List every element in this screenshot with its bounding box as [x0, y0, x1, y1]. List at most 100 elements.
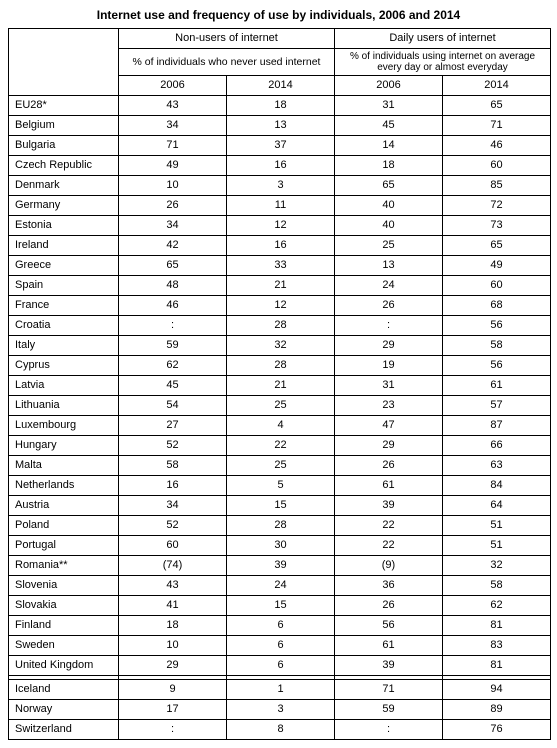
- country-cell: Czech Republic: [9, 156, 119, 176]
- value-cell: 36: [335, 576, 443, 596]
- value-cell: 10: [119, 176, 227, 196]
- value-cell: 89: [443, 700, 551, 720]
- value-cell: 32: [227, 336, 335, 356]
- value-cell: 25: [335, 236, 443, 256]
- table-row: Luxembourg2744787: [9, 416, 551, 436]
- value-cell: 66: [443, 436, 551, 456]
- header-year-2014-2: 2014: [443, 76, 551, 96]
- country-cell: Belgium: [9, 116, 119, 136]
- table-row: Switzerland:8:76: [9, 720, 551, 740]
- country-cell: Greece: [9, 256, 119, 276]
- value-cell: 87: [443, 416, 551, 436]
- country-cell: Latvia: [9, 376, 119, 396]
- table-row: Croatia:28:56: [9, 316, 551, 336]
- value-cell: 28: [227, 356, 335, 376]
- table-row: Portugal60302251: [9, 536, 551, 556]
- value-cell: 26: [119, 196, 227, 216]
- table-row: Slovakia41152662: [9, 596, 551, 616]
- value-cell: 39: [335, 656, 443, 676]
- table-row: Denmark1036585: [9, 176, 551, 196]
- value-cell: 56: [443, 316, 551, 336]
- table-row: Iceland917194: [9, 680, 551, 700]
- table-row: Greece65331349: [9, 256, 551, 276]
- value-cell: 52: [119, 516, 227, 536]
- country-cell: Ireland: [9, 236, 119, 256]
- table-row: Lithuania54252357: [9, 396, 551, 416]
- value-cell: 61: [443, 376, 551, 396]
- value-cell: 15: [227, 496, 335, 516]
- table-row: Norway1735989: [9, 700, 551, 720]
- table-row: Sweden1066183: [9, 636, 551, 656]
- value-cell: 49: [443, 256, 551, 276]
- value-cell: 37: [227, 136, 335, 156]
- value-cell: 22: [227, 436, 335, 456]
- value-cell: 29: [119, 656, 227, 676]
- country-cell: Poland: [9, 516, 119, 536]
- table-row: France46122668: [9, 296, 551, 316]
- value-cell: 31: [335, 96, 443, 116]
- country-cell: Luxembourg: [9, 416, 119, 436]
- value-cell: 3: [227, 176, 335, 196]
- value-cell: 40: [335, 216, 443, 236]
- header-year-2014-1: 2014: [227, 76, 335, 96]
- value-cell: 39: [335, 496, 443, 516]
- value-cell: 34: [119, 216, 227, 236]
- value-cell: 59: [335, 700, 443, 720]
- value-cell: 46: [119, 296, 227, 316]
- value-cell: 45: [335, 116, 443, 136]
- value-cell: 28: [227, 316, 335, 336]
- value-cell: 32: [443, 556, 551, 576]
- value-cell: 6: [227, 656, 335, 676]
- value-cell: 5: [227, 476, 335, 496]
- value-cell: 31: [335, 376, 443, 396]
- header-year-2006-2: 2006: [335, 76, 443, 96]
- table-row: Belgium34134571: [9, 116, 551, 136]
- value-cell: 29: [335, 336, 443, 356]
- value-cell: 6: [227, 636, 335, 656]
- country-cell: United Kingdom: [9, 656, 119, 676]
- value-cell: 72: [443, 196, 551, 216]
- value-cell: 59: [119, 336, 227, 356]
- value-cell: (74): [119, 556, 227, 576]
- value-cell: 45: [119, 376, 227, 396]
- header-blank: [9, 29, 119, 96]
- value-cell: 13: [335, 256, 443, 276]
- header-sub-nonusers: % of individuals who never used internet: [119, 49, 335, 76]
- value-cell: 13: [227, 116, 335, 136]
- value-cell: 4: [227, 416, 335, 436]
- country-cell: Finland: [9, 616, 119, 636]
- value-cell: 30: [227, 536, 335, 556]
- table-row: Hungary52222966: [9, 436, 551, 456]
- value-cell: 27: [119, 416, 227, 436]
- value-cell: 64: [443, 496, 551, 516]
- country-cell: Portugal: [9, 536, 119, 556]
- country-cell: Lithuania: [9, 396, 119, 416]
- value-cell: 81: [443, 616, 551, 636]
- value-cell: 6: [227, 616, 335, 636]
- header-group-nonusers: Non-users of internet: [119, 29, 335, 49]
- table-row: Bulgaria71371446: [9, 136, 551, 156]
- value-cell: :: [335, 720, 443, 740]
- table-row: Ireland42162565: [9, 236, 551, 256]
- value-cell: 26: [335, 596, 443, 616]
- value-cell: (9): [335, 556, 443, 576]
- value-cell: 65: [119, 256, 227, 276]
- country-cell: Malta: [9, 456, 119, 476]
- value-cell: 49: [119, 156, 227, 176]
- value-cell: 18: [335, 156, 443, 176]
- country-cell: Switzerland: [9, 720, 119, 740]
- value-cell: 26: [335, 296, 443, 316]
- value-cell: 8: [227, 720, 335, 740]
- value-cell: 58: [443, 576, 551, 596]
- table-row: Cyprus62281956: [9, 356, 551, 376]
- value-cell: 73: [443, 216, 551, 236]
- value-cell: 1: [227, 680, 335, 700]
- country-cell: Slovakia: [9, 596, 119, 616]
- value-cell: 25: [227, 396, 335, 416]
- value-cell: 9: [119, 680, 227, 700]
- value-cell: 94: [443, 680, 551, 700]
- value-cell: 39: [227, 556, 335, 576]
- country-cell: Italy: [9, 336, 119, 356]
- header-group-daily: Daily users of internet: [335, 29, 551, 49]
- country-cell: Spain: [9, 276, 119, 296]
